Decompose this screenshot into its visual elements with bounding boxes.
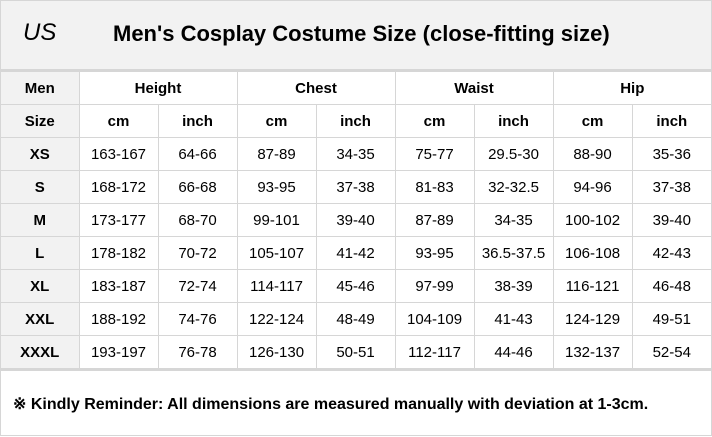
unit-header: inch: [157, 104, 238, 138]
unit-header: cm: [394, 104, 475, 138]
size-cell: M: [1, 203, 80, 237]
value-cell: 75-77: [394, 137, 475, 171]
value-cell: 34-35: [473, 203, 554, 237]
value-cell: 116-121: [552, 269, 633, 303]
reminder-note: ※ Kindly Reminder: All dimensions are me…: [1, 369, 711, 437]
value-cell: 88-90: [552, 137, 633, 171]
value-cell: 74-76: [157, 302, 238, 336]
value-cell: 183-187: [78, 269, 159, 303]
unit-header: cm: [552, 104, 633, 138]
value-cell: 42-43: [631, 236, 712, 270]
men-header: Men: [1, 71, 80, 105]
group-header: Hip: [552, 71, 712, 105]
value-cell: 37-38: [315, 170, 396, 204]
unit-header: inch: [315, 104, 396, 138]
value-cell: 39-40: [631, 203, 712, 237]
value-cell: 48-49: [315, 302, 396, 336]
title-row: US Men's Cosplay Costume Size (close-fit…: [1, 1, 711, 71]
value-cell: 68-70: [157, 203, 238, 237]
table-row: L 178-182 70-72 105-107 41-42 93-95 36.5-37.5 1…: [1, 236, 712, 270]
value-cell: 37-38: [631, 170, 712, 204]
value-cell: 64-66: [157, 137, 238, 171]
value-cell: 173-177: [78, 203, 159, 237]
table-row: XL 183-187 72-74 114-117 45-46 97-99 38-39 116-…: [1, 269, 712, 303]
chart-title: Men's Cosplay Costume Size (close-fittin…: [113, 21, 610, 46]
value-cell: 93-95: [394, 236, 475, 270]
table-row: M 173-177 68-70 99-101 39-40 87-89 34-35 100-10…: [1, 203, 712, 237]
value-cell: 50-51: [315, 335, 396, 369]
size-cell: XL: [1, 269, 80, 303]
value-cell: 99-101: [236, 203, 317, 237]
value-cell: 100-102: [552, 203, 633, 237]
value-cell: 76-78: [157, 335, 238, 369]
value-cell: 81-83: [394, 170, 475, 204]
unit-header: inch: [473, 104, 554, 138]
header-row-groups: Men Height Chest Waist Hip: [1, 71, 712, 105]
value-cell: 32-32.5: [473, 170, 554, 204]
value-cell: 45-46: [315, 269, 396, 303]
value-cell: 72-74: [157, 269, 238, 303]
value-cell: 41-43: [473, 302, 554, 336]
value-cell: 35-36: [631, 137, 712, 171]
value-cell: 106-108: [552, 236, 633, 270]
value-cell: 66-68: [157, 170, 238, 204]
region-label: US: [23, 19, 57, 46]
value-cell: 104-109: [394, 302, 475, 336]
value-cell: 126-130: [236, 335, 317, 369]
value-cell: 122-124: [236, 302, 317, 336]
table-row: S 168-172 66-68 93-95 37-38 81-83 32-32.5 94-96…: [1, 170, 712, 204]
value-cell: 93-95: [236, 170, 317, 204]
value-cell: 70-72: [157, 236, 238, 270]
value-cell: 114-117: [236, 269, 317, 303]
header-row-units: Size cm inch cm inch cm inch cm inch: [1, 104, 712, 138]
value-cell: 97-99: [394, 269, 475, 303]
size-cell: XXXL: [1, 335, 80, 369]
value-cell: 29.5-30: [473, 137, 554, 171]
group-header: Chest: [236, 71, 396, 105]
value-cell: 163-167: [78, 137, 159, 171]
value-cell: 193-197: [78, 335, 159, 369]
value-cell: 39-40: [315, 203, 396, 237]
unit-header: cm: [236, 104, 317, 138]
value-cell: 87-89: [394, 203, 475, 237]
value-cell: 36.5-37.5: [473, 236, 554, 270]
value-cell: 94-96: [552, 170, 633, 204]
value-cell: 178-182: [78, 236, 159, 270]
value-cell: 49-51: [631, 302, 712, 336]
value-cell: 124-129: [552, 302, 633, 336]
value-cell: 38-39: [473, 269, 554, 303]
value-cell: 132-137: [552, 335, 633, 369]
unit-header: cm: [78, 104, 159, 138]
table-row: XXL 188-192 74-76 122-124 48-49 104-109 41-43 1…: [1, 302, 712, 336]
size-cell: XS: [1, 137, 80, 171]
value-cell: 34-35: [315, 137, 396, 171]
value-cell: 188-192: [78, 302, 159, 336]
size-table: Men Height Chest Waist Hip Size cm inch cm…: [1, 71, 712, 369]
value-cell: 168-172: [78, 170, 159, 204]
value-cell: 44-46: [473, 335, 554, 369]
group-header: Height: [78, 71, 238, 105]
size-cell: S: [1, 170, 80, 204]
value-cell: 46-48: [631, 269, 712, 303]
value-cell: 87-89: [236, 137, 317, 171]
size-header: Size: [1, 104, 80, 138]
size-cell: XXL: [1, 302, 80, 336]
unit-header: inch: [631, 104, 712, 138]
table-row: XXXL 193-197 76-78 126-130 50-51 112-117 44-46…: [1, 335, 712, 369]
value-cell: 105-107: [236, 236, 317, 270]
value-cell: 52-54: [631, 335, 712, 369]
size-cell: L: [1, 236, 80, 270]
group-header: Waist: [394, 71, 554, 105]
value-cell: 112-117: [394, 335, 475, 369]
value-cell: 41-42: [315, 236, 396, 270]
table-row: XS 163-167 64-66 87-89 34-35 75-77 29.5-30 88-9…: [1, 137, 712, 171]
